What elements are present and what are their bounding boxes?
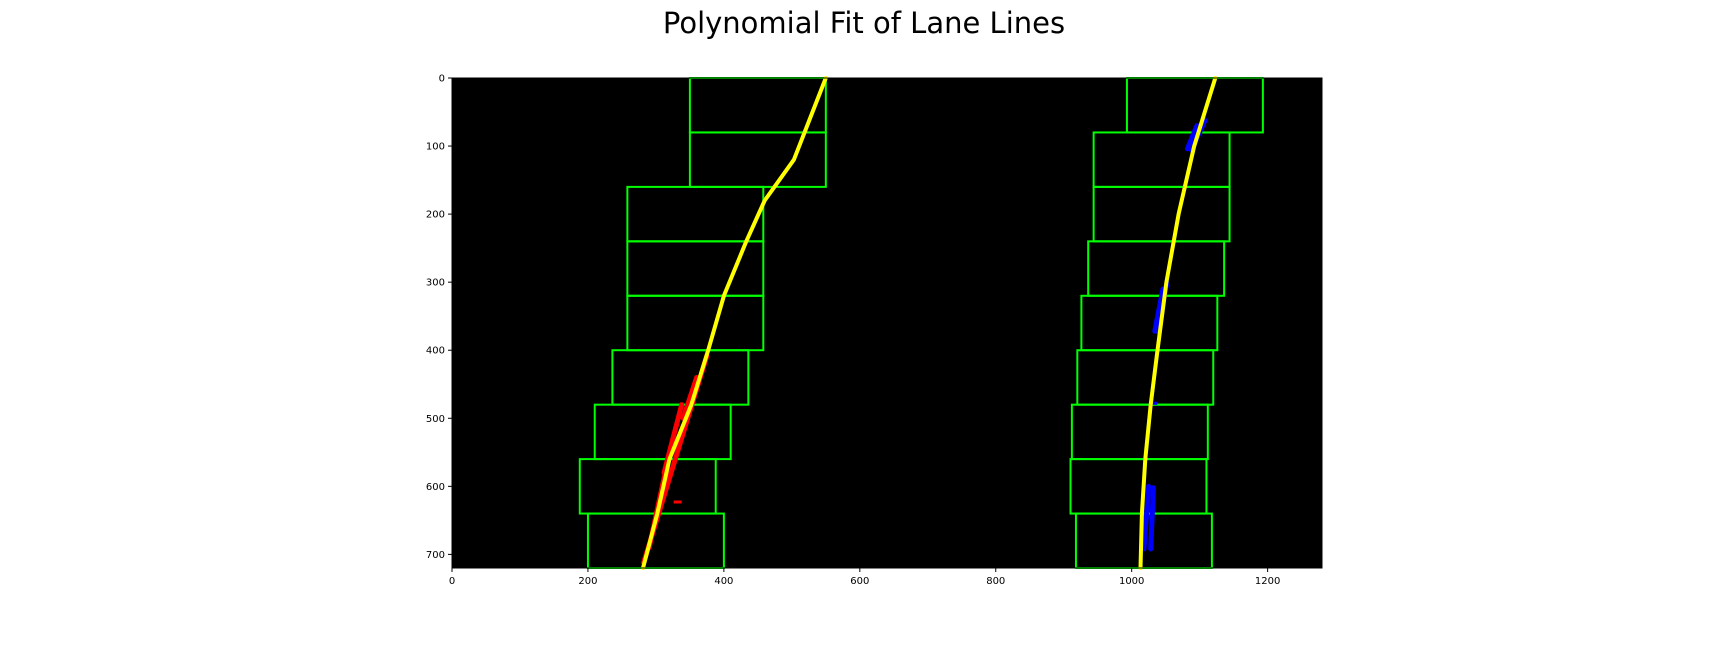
y-tick-label: 700 [426,550,445,561]
right-lane-pixels [1141,483,1152,552]
plot-background [452,78,1322,568]
right-lane-pixels [1148,485,1156,552]
y-tick-label: 0 [439,74,445,85]
y-tick-label: 300 [426,278,445,289]
right-fit-line [1138,76,1218,570]
y-tick-label: 200 [426,210,445,221]
x-tick-label: 400 [714,576,733,587]
x-tick-label: 1000 [1119,576,1144,587]
left-fit-line [641,76,828,570]
right-lane-pixels [1184,123,1200,152]
plot-frame [451,77,1323,569]
x-tick-label: 800 [986,576,1005,587]
x-tick-label: 1200 [1255,576,1280,587]
x-tick-label: 200 [578,576,597,587]
x-tick-label: 0 [449,576,455,587]
y-tick-label: 100 [426,142,445,153]
plot-area [452,76,1322,570]
left-lane-pixels [680,374,700,421]
x-tick-label: 600 [850,576,869,587]
y-tick-label: 600 [426,482,445,493]
chart-title: Polynomial Fit of Lane Lines [662,6,1066,40]
right-lane-pixels [1152,286,1166,334]
y-tick-label: 400 [426,346,445,357]
y-tick-label: 500 [426,414,445,425]
axes: 0 200 400 600 800 1000 1200 0 100 200 300 400 500 600… [426,74,1323,587]
